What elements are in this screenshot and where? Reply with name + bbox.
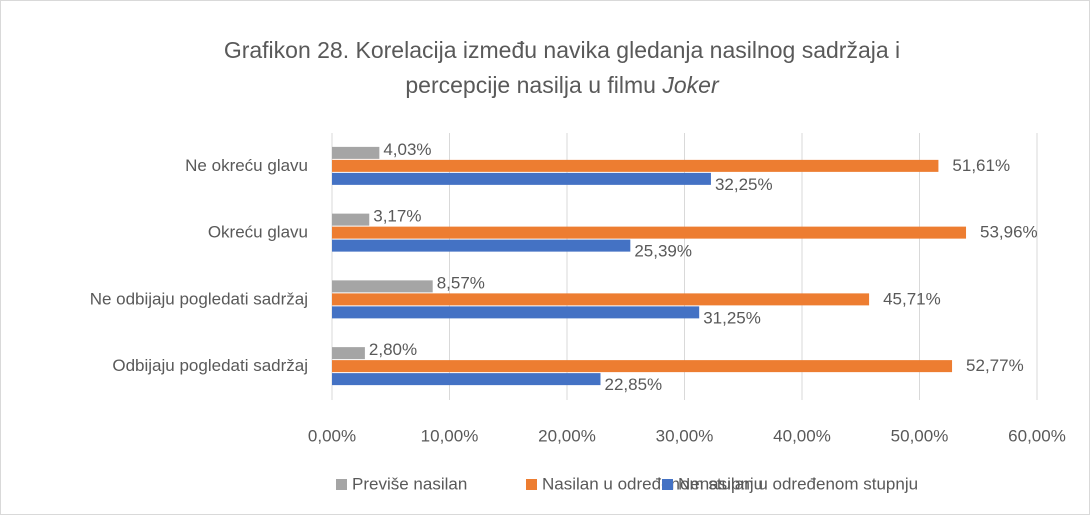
value-label: 52,77% (966, 356, 1024, 375)
chart-title-italic: Joker (661, 72, 720, 98)
value-label: 51,61% (952, 156, 1010, 175)
value-label: 25,39% (634, 242, 692, 261)
legend-label: Previše nasilan (352, 474, 467, 493)
x-tick-label: 50,00% (891, 426, 949, 445)
legend-swatch (526, 479, 537, 490)
legend-label: Nenasilan u određenom stupnju (678, 474, 918, 493)
bar (332, 172, 711, 185)
legend-swatch (662, 479, 673, 490)
bar (332, 213, 370, 226)
x-tick-label: 30,00% (656, 426, 714, 445)
bar (332, 159, 939, 172)
value-label: 32,25% (715, 175, 773, 194)
value-label: 45,71% (883, 289, 941, 308)
y-tick-label: Odbijaju pogledati sadržaj (112, 356, 308, 375)
chart-title: Grafikon 28. Korelacija između navika gl… (224, 37, 900, 63)
x-tick-label: 0,00% (308, 426, 356, 445)
value-label: 2,80% (369, 340, 417, 359)
chart-title: percepcije nasilja u filmu Joker (405, 72, 720, 98)
x-tick-label: 10,00% (421, 426, 479, 445)
bar (332, 347, 365, 360)
value-label: 3,17% (373, 207, 421, 226)
bar (332, 226, 967, 239)
legend-label: Nasilan u određenom stupnju (542, 474, 763, 493)
bar (332, 239, 631, 252)
value-label: 22,85% (604, 375, 662, 394)
bar (332, 306, 700, 319)
bar (332, 146, 380, 159)
x-tick-label: 60,00% (1008, 426, 1066, 445)
value-label: 4,03% (383, 140, 431, 159)
bar (332, 373, 601, 386)
value-label: 31,25% (703, 308, 761, 327)
chart-title-part: percepcije nasilja u filmu (405, 72, 656, 98)
x-tick-label: 40,00% (773, 426, 831, 445)
y-tick-label: Okreću glavu (208, 223, 308, 242)
bar (332, 360, 953, 373)
y-tick-label: Ne odbijaju pogledati sadržaj (90, 289, 308, 308)
legend-swatch (336, 479, 347, 490)
bar (332, 280, 433, 293)
x-tick-label: 20,00% (538, 426, 596, 445)
y-tick-label: Ne okreću glavu (185, 156, 308, 175)
value-label: 53,96% (980, 223, 1038, 242)
value-label: 8,57% (437, 273, 485, 292)
bar (332, 293, 870, 306)
